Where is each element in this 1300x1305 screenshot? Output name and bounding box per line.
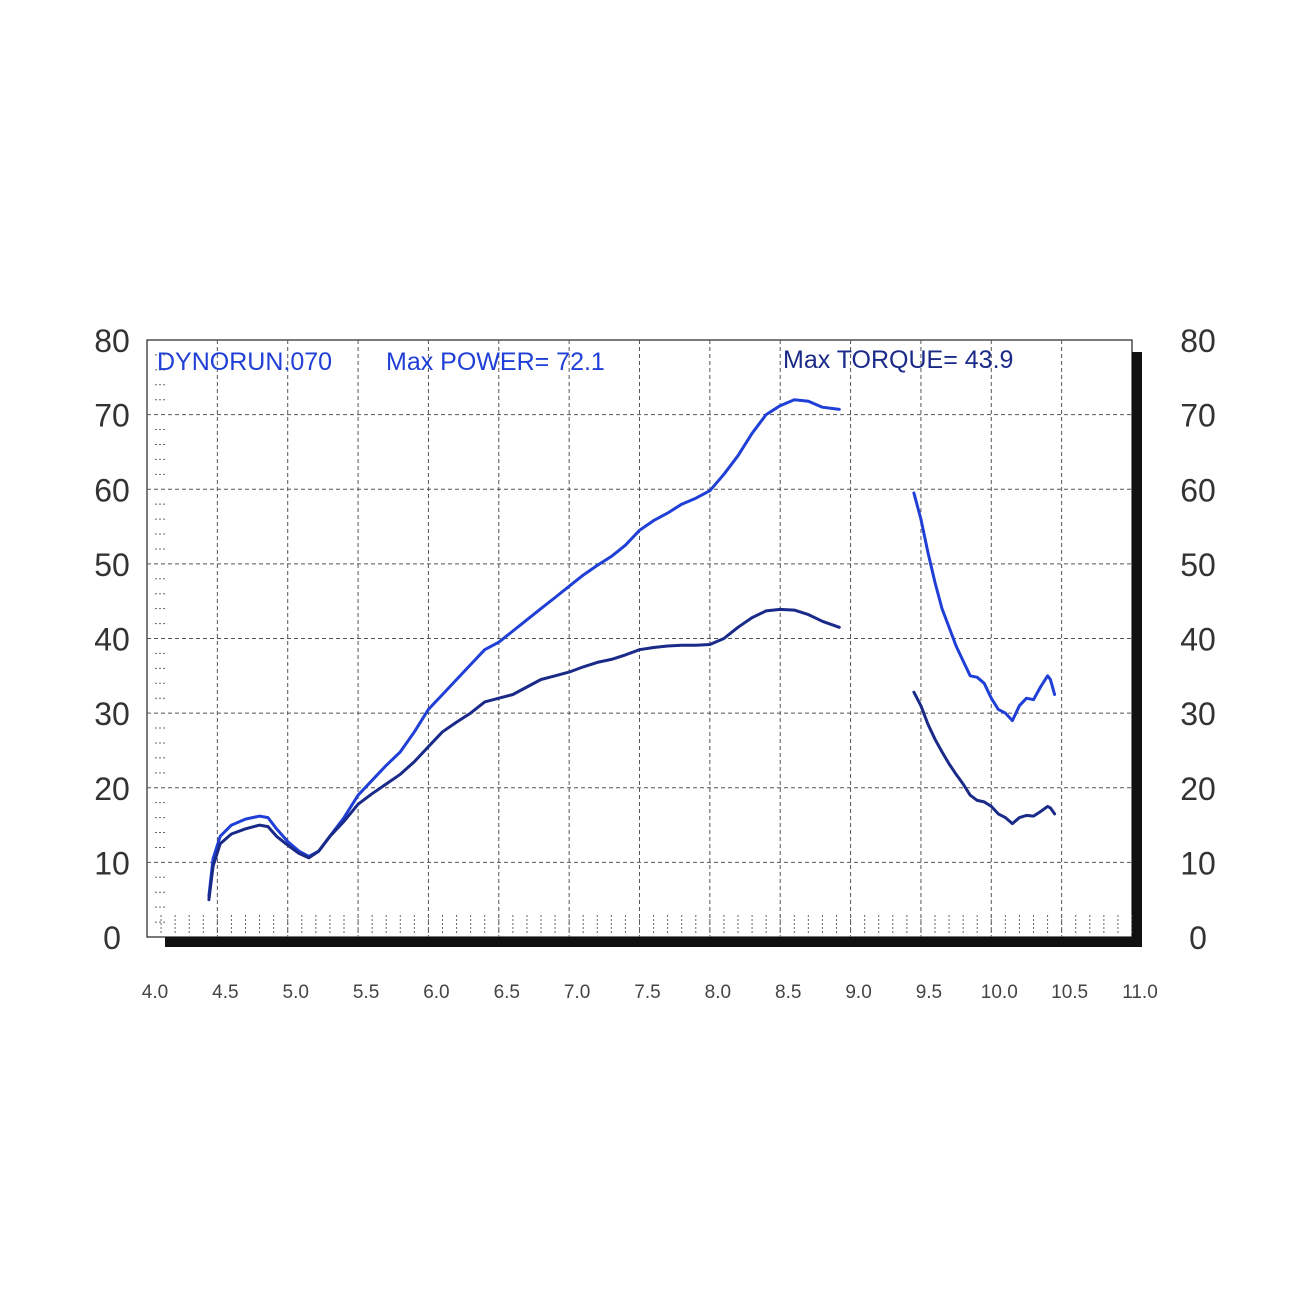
- y-tick-label-right: 50: [1180, 547, 1216, 583]
- torque-curve: [207, 607, 841, 902]
- y-tick-label-right: 80: [1180, 323, 1216, 359]
- y-tick-label-right: 0: [1189, 920, 1207, 956]
- power-curve: [912, 491, 1057, 723]
- x-tick-label: 9.0: [845, 982, 871, 1003]
- x-axis-bar: [165, 937, 1141, 947]
- series-layer: [207, 398, 1057, 902]
- max-torque-label: Max TORQUE= 43.9: [783, 346, 1013, 374]
- x-tick-label: 11.0: [1122, 982, 1158, 1003]
- x-tick-label: 10.5: [1051, 982, 1088, 1003]
- x-tick-label: 10.0: [981, 982, 1018, 1003]
- right-axis-bar: [1132, 352, 1142, 947]
- y-tick-label-right: 10: [1180, 845, 1216, 881]
- y-tick-label-left: 80: [94, 323, 130, 359]
- torque-curve: [912, 690, 1057, 826]
- y-tick-label-right: 30: [1180, 696, 1216, 732]
- y-tick-label-left: 10: [94, 845, 130, 881]
- power-curve: [207, 398, 841, 898]
- x-tick-label: 6.0: [423, 982, 449, 1003]
- y-tick-label-left: 20: [94, 771, 130, 807]
- y-tick-label-right: 40: [1180, 622, 1216, 658]
- x-tick-label: 7.0: [564, 982, 590, 1003]
- y-tick-label-right: 60: [1180, 472, 1216, 508]
- max-power-label: Max POWER= 72.1: [386, 348, 605, 376]
- y-tick-label-left: 50: [94, 547, 130, 583]
- y-tick-label-right: 70: [1180, 398, 1216, 434]
- x-tick-label: 6.5: [494, 982, 520, 1003]
- tick-labels: 0 0 10 10 20 20 30 30 40 40 50 50 60 60 70 70 80 80 4.0 4.5…: [94, 323, 1216, 1003]
- y-tick-label-right: 20: [1180, 771, 1216, 807]
- x-tick-label: 5.0: [283, 982, 309, 1003]
- minor-ticks: [155, 354, 1133, 933]
- x-tick-label: 9.5: [916, 982, 942, 1003]
- x-tick-label: 8.5: [775, 982, 801, 1003]
- x-tick-label: 4.0: [142, 982, 168, 1003]
- y-tick-label-left: 0: [103, 920, 121, 956]
- y-tick-label-left: 70: [94, 398, 130, 434]
- x-tick-label: 5.5: [353, 982, 379, 1003]
- grid-lines: [147, 340, 1132, 937]
- run-label: DYNORUN.070: [157, 348, 332, 376]
- y-tick-label-left: 30: [94, 696, 130, 732]
- x-tick-label: 8.0: [705, 982, 731, 1003]
- y-tick-label-left: 60: [94, 472, 130, 508]
- x-tick-label: 4.5: [212, 982, 238, 1003]
- y-tick-label-left: 40: [94, 622, 130, 658]
- x-tick-label: 7.5: [634, 982, 660, 1003]
